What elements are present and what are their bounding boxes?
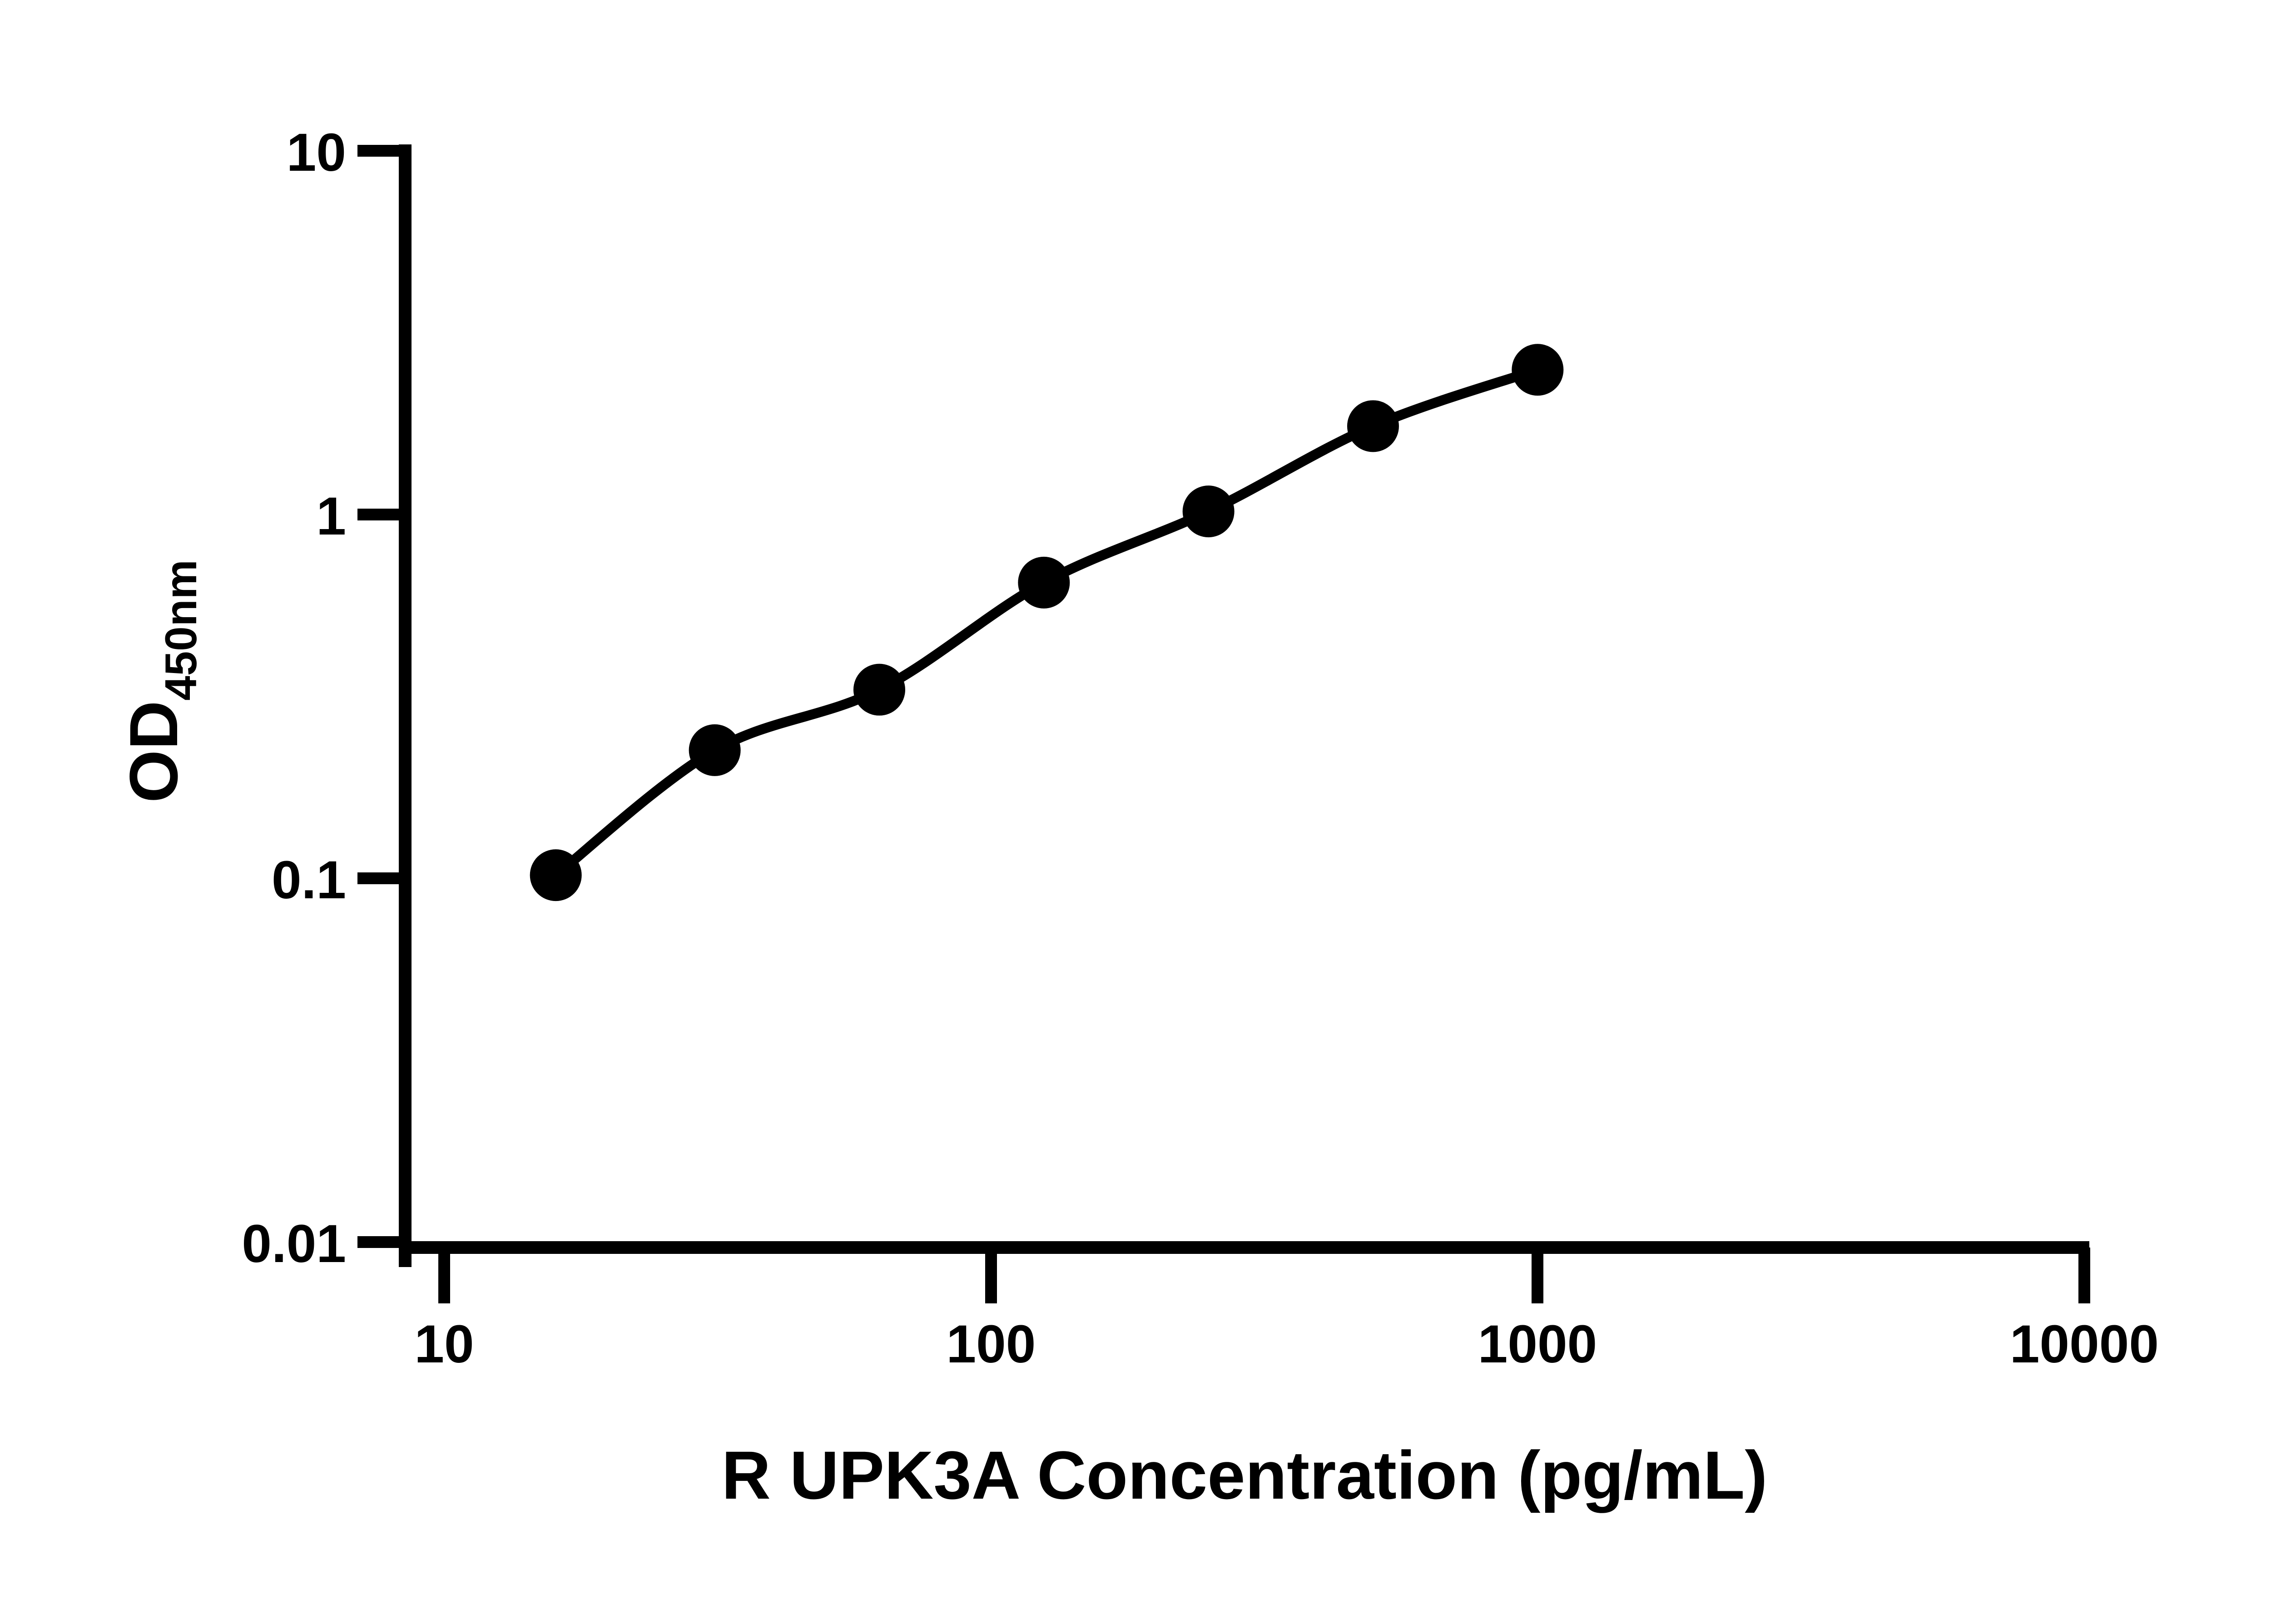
- y-axis-title-subscript: 450nm: [156, 559, 206, 701]
- y-axis-tick-labels: 10 1 0.1 0.01: [242, 123, 346, 1274]
- data-point: [1347, 400, 1399, 452]
- x-axis-title: R UPK3A Concentration (pg/mL): [722, 1437, 1768, 1513]
- data-point: [1512, 344, 1564, 396]
- x-axis-ticks: [438, 1248, 2090, 1303]
- x-tick-label-100: 100: [947, 1314, 1036, 1374]
- data-point: [853, 663, 905, 716]
- data-point: [1182, 485, 1235, 538]
- x-tick-label-10000: 10000: [2010, 1314, 2159, 1374]
- y-tick-label-10: 10: [287, 123, 346, 183]
- y-tick-label-0.1: 0.1: [272, 850, 346, 910]
- x-tick-label-1000: 1000: [1478, 1314, 1597, 1374]
- series-line: [550, 365, 1543, 881]
- x-axis-tick-labels: 10 100 1000 10000: [414, 1314, 2159, 1374]
- data-point: [1018, 556, 1070, 609]
- y-axis-title: OD450nm: [115, 559, 206, 803]
- data-point: [689, 724, 741, 776]
- y-tick-label-0.01: 0.01: [242, 1214, 346, 1274]
- series-markers: [530, 344, 1564, 901]
- x-tick-label-10: 10: [414, 1314, 474, 1374]
- y-tick-label-1: 1: [316, 486, 346, 546]
- data-point: [530, 849, 582, 901]
- y-axis-ticks: [357, 145, 405, 1248]
- y-axis-title-base: OD: [115, 701, 192, 803]
- y-axis-title-text: OD450nm: [115, 559, 206, 803]
- data-series: [530, 344, 1564, 901]
